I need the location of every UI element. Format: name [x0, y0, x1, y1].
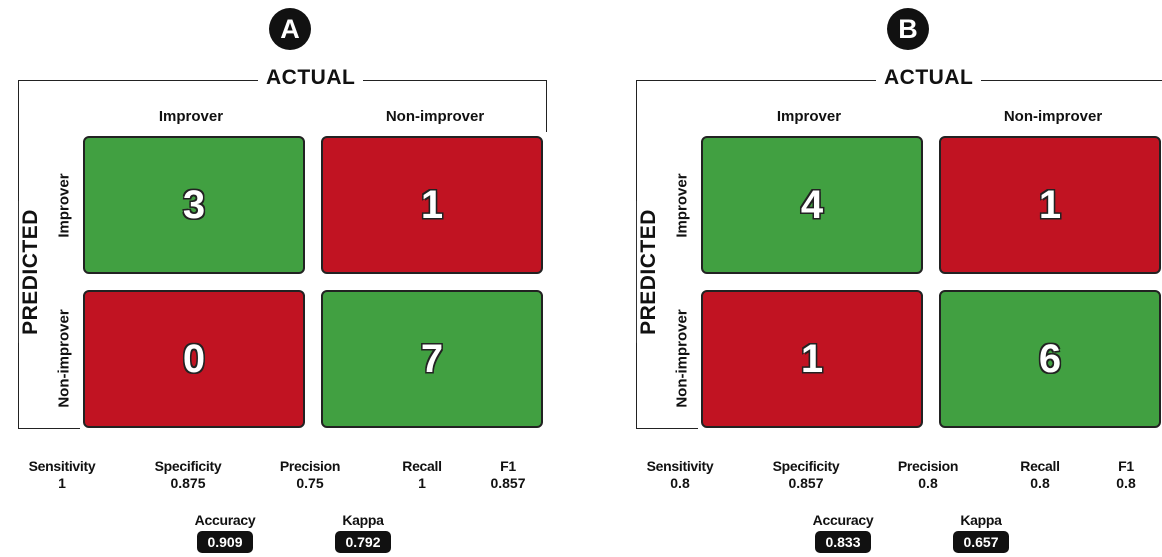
predicted-axis-label: PREDICTED	[636, 201, 661, 343]
column-label-improver: Improver	[158, 108, 224, 125]
actual-axis-label: ACTUAL	[876, 66, 982, 90]
predicted-bracket-bottom-tick	[636, 428, 698, 429]
accuracy-badge: 0.833	[815, 531, 871, 553]
cell-true-positive: 3	[83, 136, 305, 274]
predicted-bracket-line	[18, 80, 19, 428]
row-label-improver: Improver	[55, 173, 73, 238]
metric-recall: Recall 0.8	[1020, 458, 1060, 491]
kappa-badge: 0.657	[953, 531, 1009, 553]
confusion-matrix-panel-b: B ACTUAL PREDICTED Improver Non-improver…	[618, 0, 1162, 557]
cell-true-negative: 7	[321, 290, 543, 428]
row-label-improver: Improver	[673, 173, 691, 238]
actual-axis-label: ACTUAL	[258, 66, 364, 90]
cell-false-negative: 1	[701, 290, 923, 428]
column-label-improver: Improver	[776, 108, 842, 125]
predicted-bracket-bottom-tick	[18, 428, 80, 429]
cell-false-positive: 1	[321, 136, 543, 274]
kappa-badge: 0.792	[335, 531, 391, 553]
predicted-axis-label: PREDICTED	[18, 201, 43, 343]
accuracy-badge: 0.909	[197, 531, 253, 553]
metric-specificity: Specificity 0.875	[154, 458, 222, 491]
metric-precision: Precision 0.8	[897, 458, 959, 491]
metric-recall: Recall 1	[402, 458, 442, 491]
cell-true-negative: 6	[939, 290, 1161, 428]
row-label-non-improver: Non-improver	[55, 309, 73, 408]
metric-f1: F1 0.857	[490, 458, 526, 491]
panel-badge: A	[269, 8, 311, 50]
row-label-non-improver: Non-improver	[673, 309, 691, 408]
cell-false-negative: 0	[83, 290, 305, 428]
actual-bracket-right-tick	[546, 80, 547, 132]
metric-accuracy: Accuracy 0.909	[180, 512, 270, 553]
metric-kappa: Kappa 0.657	[936, 512, 1026, 553]
column-label-non-improver: Non-improver	[1003, 108, 1103, 125]
metric-sensitivity: Sensitivity 0.8	[646, 458, 714, 491]
metric-f1: F1 0.8	[1116, 458, 1136, 491]
metric-sensitivity: Sensitivity 1	[28, 458, 96, 491]
predicted-bracket-line	[636, 80, 637, 428]
column-label-non-improver: Non-improver	[385, 108, 485, 125]
cell-true-positive: 4	[701, 136, 923, 274]
panel-badge: B	[887, 8, 929, 50]
metric-specificity: Specificity 0.857	[772, 458, 840, 491]
cell-false-positive: 1	[939, 136, 1161, 274]
metric-accuracy: Accuracy 0.833	[798, 512, 888, 553]
metric-kappa: Kappa 0.792	[318, 512, 408, 553]
metric-precision: Precision 0.75	[279, 458, 341, 491]
confusion-matrix-panel-a: A ACTUAL PREDICTED Improver Non-improver…	[0, 0, 560, 557]
